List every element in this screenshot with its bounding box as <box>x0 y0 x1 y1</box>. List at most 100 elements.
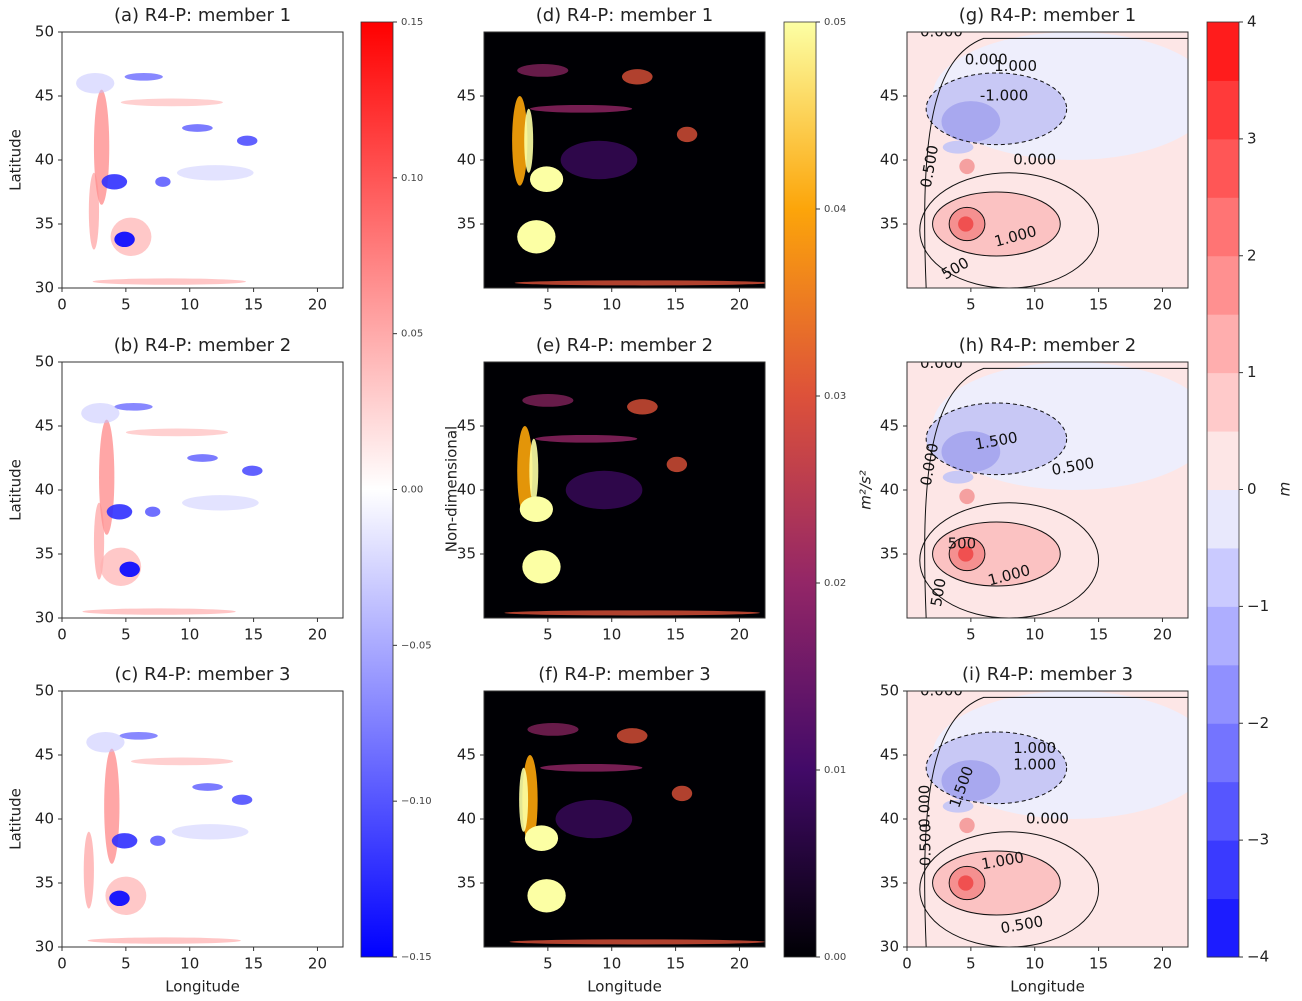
field-feature <box>560 140 638 180</box>
field-feature <box>87 937 241 944</box>
field-feature <box>182 495 259 511</box>
field-feature <box>171 824 249 840</box>
y-tick-label: 30 <box>880 938 899 956</box>
field-feature <box>627 399 658 415</box>
x-tick-label: 20 <box>730 296 749 314</box>
field-feature <box>111 833 138 849</box>
contour-line <box>919 502 1100 618</box>
field-feature <box>99 419 115 535</box>
colorbar-tick-label: 0.05 <box>824 17 846 28</box>
y-tick-label: 45 <box>457 87 476 105</box>
contour-label: 500 <box>927 577 950 608</box>
colorbar-tick-label: 0.03 <box>824 391 846 402</box>
y-tick-label: 35 <box>35 874 54 892</box>
contour-label: 1.000 <box>1013 756 1056 774</box>
y-axis-label: Latitude <box>7 129 25 191</box>
colorbar-tick-label: −0.05 <box>401 640 432 651</box>
field-feature <box>192 783 223 791</box>
x-tick-label: 20 <box>730 955 749 973</box>
contour-line <box>932 521 1061 587</box>
y-tick-label: 45 <box>35 417 54 435</box>
y-tick-label: 45 <box>457 417 476 435</box>
field-feature <box>114 402 153 411</box>
x-tick-label: 15 <box>244 626 263 644</box>
x-tick-label: 10 <box>180 626 199 644</box>
y-axis-label: m²/s² <box>857 470 875 510</box>
colorbar-level <box>1207 723 1239 783</box>
x-tick-label: 10 <box>602 626 621 644</box>
x-tick-label: 5 <box>543 626 553 644</box>
y-tick-label: 50 <box>35 682 54 700</box>
x-tick-label: 10 <box>180 296 199 314</box>
x-tick-label: 5 <box>543 955 553 973</box>
field-feature <box>565 470 643 510</box>
y-tick-label: 35 <box>880 215 899 233</box>
field-feature <box>82 608 236 615</box>
contour-line <box>925 402 1068 476</box>
x-tick-label: 0 <box>57 955 67 973</box>
field-feature <box>529 166 564 192</box>
field-feature <box>83 831 94 909</box>
colorbar-frame <box>783 21 817 958</box>
contour-label: 0.000 <box>915 785 933 828</box>
x-tick-label: 10 <box>1025 955 1044 973</box>
field-feature <box>527 723 579 736</box>
y-tick-label: 40 <box>457 810 476 828</box>
field-feature <box>231 794 253 805</box>
y-tick-label: 50 <box>880 682 899 700</box>
colorbar-tick-label: 0.02 <box>824 578 846 589</box>
x-tick-label: 5 <box>966 626 976 644</box>
field-feature <box>529 104 633 113</box>
field-feature <box>959 817 975 834</box>
panel-title: (i) R4-P: member 3 <box>962 664 1133 685</box>
y-tick-label: 45 <box>35 746 54 764</box>
field-feature <box>509 939 765 945</box>
colorbar-tick-label: 1 <box>1247 363 1257 381</box>
x-axis-label: Longitude <box>587 978 662 996</box>
field-feature <box>959 158 975 175</box>
contour-label: 1.000 <box>994 57 1037 75</box>
contour-label: 1.000 <box>1013 739 1056 757</box>
y-axis-label: Latitude <box>7 788 25 850</box>
colorbar-level <box>1207 840 1239 900</box>
x-tick-label: 0 <box>57 626 67 644</box>
panel-title: (e) R4-P: member 2 <box>536 335 713 356</box>
field-feature <box>527 879 566 913</box>
colorbar-level <box>1207 781 1239 841</box>
y-tick-label: 40 <box>880 151 899 169</box>
panel-title: (h) R4-P: member 2 <box>959 335 1137 356</box>
colorbar-level <box>1207 80 1239 140</box>
colorbar-level <box>1207 489 1239 549</box>
field-feature <box>120 98 223 107</box>
field-feature <box>109 890 130 907</box>
colorbar-tick-label: 0.15 <box>401 17 423 28</box>
field <box>484 32 765 288</box>
colorbar-level <box>1207 606 1239 666</box>
colorbar-tick-label: 0 <box>1247 480 1257 498</box>
contour-line <box>932 850 1061 916</box>
field-feature <box>517 220 556 254</box>
field-feature <box>104 748 120 864</box>
field-feature <box>616 728 648 744</box>
x-axis-label: Longitude <box>1010 978 1085 996</box>
y-tick-label: 30 <box>35 609 54 627</box>
x-tick-label: 5 <box>121 955 131 973</box>
x-tick-label: 15 <box>666 296 685 314</box>
colorbar-tick-label: 0.01 <box>824 765 846 776</box>
field-feature <box>176 165 254 181</box>
y-tick-label: 30 <box>35 279 54 297</box>
panel-title: (c) R4-P: member 3 <box>115 664 291 685</box>
x-tick-label: 20 <box>1153 296 1172 314</box>
y-tick-label: 35 <box>880 874 899 892</box>
field-feature <box>942 470 974 484</box>
field <box>62 32 343 288</box>
field <box>484 362 765 618</box>
field-feature <box>524 825 559 851</box>
contour-line <box>948 536 986 572</box>
field-feature <box>81 402 120 424</box>
colorbar-level <box>1207 431 1239 490</box>
field-feature <box>519 767 529 832</box>
y-tick-label: 40 <box>880 481 899 499</box>
y-tick-label: 40 <box>457 151 476 169</box>
